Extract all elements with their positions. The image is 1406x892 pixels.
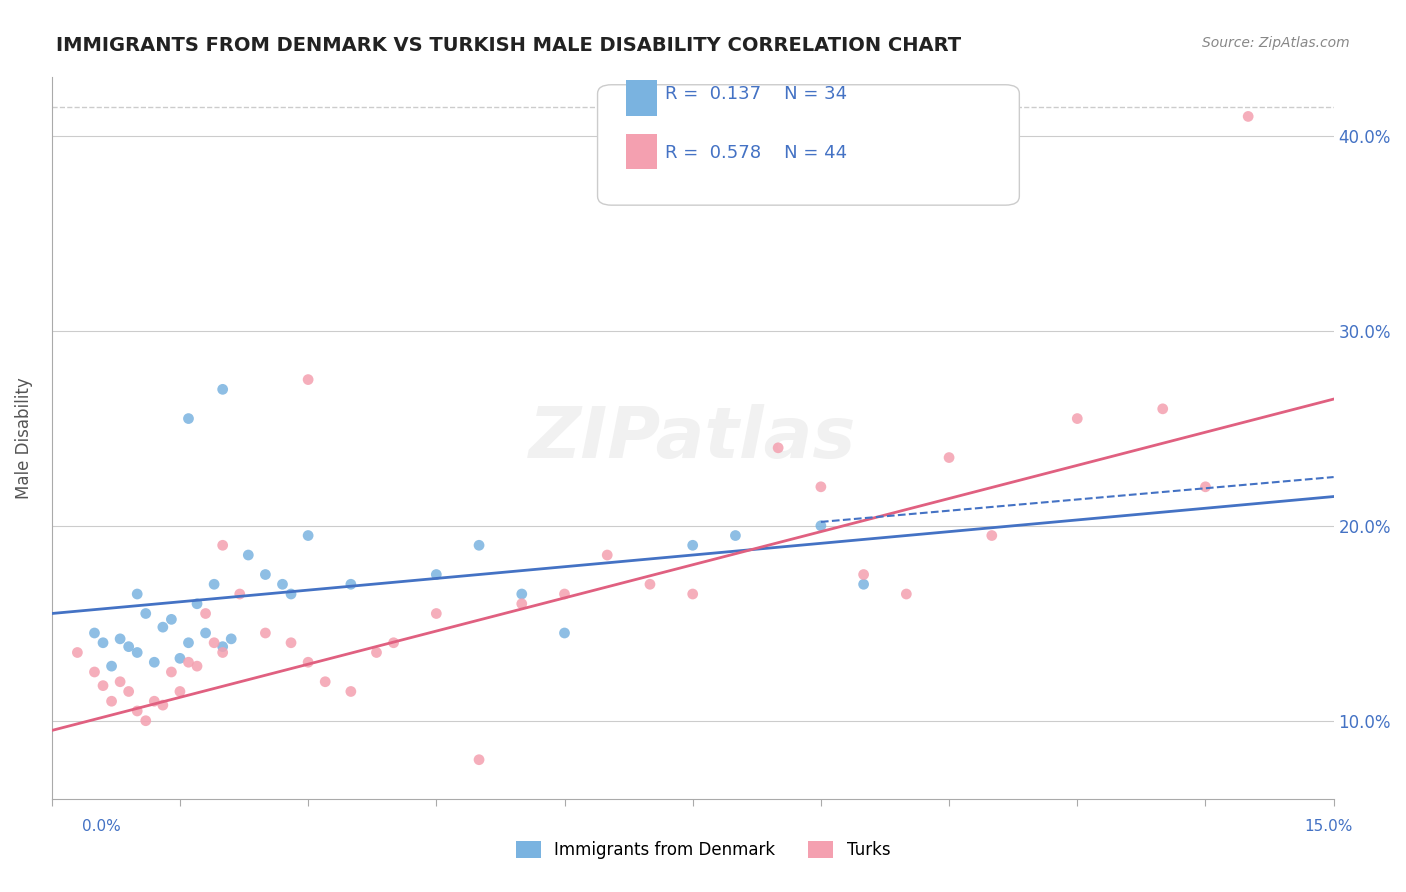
Point — [194, 626, 217, 640]
Text: R =  0.137    N = 34: R = 0.137 N = 34 — [665, 85, 848, 103]
Point — [297, 655, 319, 669]
Point — [553, 587, 575, 601]
Y-axis label: Male Disability: Male Disability — [15, 377, 32, 499]
Point — [682, 538, 704, 552]
Point — [510, 587, 533, 601]
Point — [810, 518, 832, 533]
Point — [169, 684, 191, 698]
Point — [202, 636, 225, 650]
Point — [766, 441, 789, 455]
Point — [160, 612, 183, 626]
Point — [271, 577, 294, 591]
Point — [83, 626, 105, 640]
Point — [127, 587, 149, 601]
Point — [177, 636, 200, 650]
Point — [682, 587, 704, 601]
Text: IMMIGRANTS FROM DENMARK VS TURKISH MALE DISABILITY CORRELATION CHART: IMMIGRANTS FROM DENMARK VS TURKISH MALE … — [56, 36, 962, 54]
Point — [160, 665, 183, 679]
Point — [177, 655, 200, 669]
Text: Source: ZipAtlas.com: Source: ZipAtlas.com — [1202, 36, 1350, 50]
Text: 0.0%: 0.0% — [82, 820, 121, 834]
Point — [108, 674, 131, 689]
Point — [596, 548, 619, 562]
Point — [229, 587, 252, 601]
Point — [127, 645, 149, 659]
Point — [91, 679, 114, 693]
Point — [366, 645, 388, 659]
Point — [254, 626, 277, 640]
Point — [83, 665, 105, 679]
Point — [1194, 480, 1216, 494]
Point — [852, 567, 875, 582]
Point — [297, 373, 319, 387]
Point — [724, 528, 747, 542]
Point — [152, 620, 174, 634]
Point — [66, 645, 89, 659]
Point — [238, 548, 260, 562]
Point — [314, 674, 336, 689]
Point — [280, 636, 302, 650]
Point — [896, 587, 918, 601]
Point — [852, 577, 875, 591]
Point — [468, 538, 491, 552]
Point — [135, 714, 157, 728]
Point — [177, 411, 200, 425]
Point — [118, 640, 141, 654]
Point — [297, 528, 319, 542]
Point — [254, 567, 277, 582]
Point — [211, 382, 233, 396]
Point — [340, 577, 363, 591]
Point — [211, 640, 233, 654]
Point — [211, 645, 233, 659]
Point — [211, 538, 233, 552]
Point — [1237, 110, 1260, 124]
Point — [100, 659, 122, 673]
Point — [169, 651, 191, 665]
Point — [810, 480, 832, 494]
Point — [280, 587, 302, 601]
Point — [108, 632, 131, 646]
Point — [938, 450, 960, 465]
Point — [510, 597, 533, 611]
Text: ZIPatlas: ZIPatlas — [529, 403, 856, 473]
Point — [340, 684, 363, 698]
Point — [553, 626, 575, 640]
Point — [127, 704, 149, 718]
Point — [202, 577, 225, 591]
Point — [638, 577, 661, 591]
Point — [152, 698, 174, 713]
Point — [382, 636, 405, 650]
Point — [1066, 411, 1088, 425]
Point — [219, 632, 242, 646]
Point — [425, 607, 447, 621]
Point — [1152, 401, 1174, 416]
Point — [118, 684, 141, 698]
Legend: Immigrants from Denmark, Turks: Immigrants from Denmark, Turks — [509, 834, 897, 866]
Point — [186, 597, 208, 611]
Text: 15.0%: 15.0% — [1305, 820, 1353, 834]
Point — [143, 655, 166, 669]
Point — [91, 636, 114, 650]
Point — [468, 753, 491, 767]
Point — [135, 607, 157, 621]
Text: R =  0.578    N = 44: R = 0.578 N = 44 — [665, 145, 848, 162]
Point — [425, 567, 447, 582]
Point — [186, 659, 208, 673]
Point — [194, 607, 217, 621]
Point — [143, 694, 166, 708]
Point — [980, 528, 1002, 542]
Point — [100, 694, 122, 708]
